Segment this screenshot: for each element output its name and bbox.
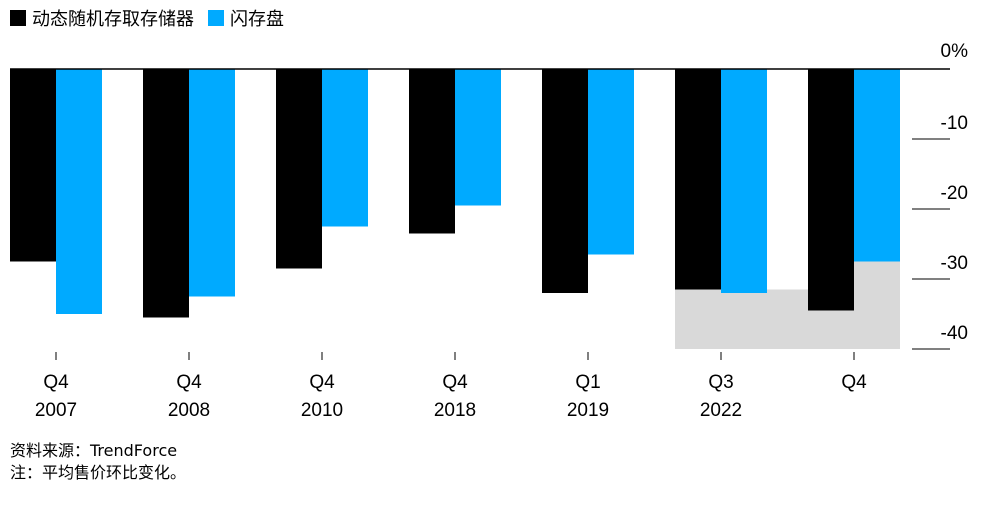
- legend-label-flash: 闪存盘: [230, 9, 284, 30]
- footnote: 注：平均售价环比变化。: [10, 463, 187, 482]
- bar-dram-5: [675, 69, 721, 290]
- legend: 动态随机存取存储器 闪存盘: [10, 6, 298, 30]
- legend-swatch-flash: [208, 10, 224, 26]
- x-label-year-5: 2022: [700, 400, 742, 421]
- bar-dram-4: [542, 69, 588, 293]
- bar-dram-6: [808, 69, 854, 311]
- x-label-year-2: 2010: [301, 400, 343, 421]
- y-tick-label-2: -20: [941, 183, 968, 204]
- legend-item-flash: 闪存盘: [208, 5, 284, 31]
- bar-flash-5: [721, 69, 767, 293]
- bar-flash-1: [189, 69, 235, 297]
- x-label-quarter-0: Q4: [43, 372, 69, 393]
- bar-flash-3: [455, 69, 501, 206]
- bar-flash-6: [854, 69, 900, 262]
- source-note: 资料来源：TrendForce: [10, 441, 178, 460]
- bar-chart: 0% -10 -20 -30 -40 Q4 2007 Q4 2008 Q4 2010 Q4 2018 Q1…: [10, 41, 969, 421]
- bar-dram-2: [276, 69, 322, 269]
- y-tick-label-4: -40: [941, 323, 968, 344]
- x-label-quarter-6: Q4: [841, 372, 867, 393]
- x-label-quarter-4: Q1: [575, 372, 600, 393]
- x-label-year-3: 2018: [434, 400, 476, 421]
- y-tick-label-1: -10: [941, 113, 968, 134]
- bar-dram-3: [409, 69, 455, 234]
- x-label-quarter-1: Q4: [176, 372, 202, 393]
- bar-dram-0: [10, 69, 56, 262]
- bar-flash-0: [56, 69, 102, 314]
- x-label-year-1: 2008: [168, 400, 210, 421]
- legend-item-dram: 动态随机存取存储器: [10, 5, 194, 31]
- x-label-quarter-5: Q3: [708, 372, 733, 393]
- x-label-year-0: 2007: [35, 400, 77, 421]
- legend-swatch-dram: [10, 10, 26, 26]
- bar-flash-4: [588, 69, 634, 255]
- shaded-region: [675, 261, 900, 349]
- x-label-quarter-3: Q4: [442, 372, 468, 393]
- x-label-year-4: 2019: [567, 400, 609, 421]
- y-tick-label-0: 0%: [941, 41, 969, 62]
- x-label-quarter-2: Q4: [309, 372, 335, 393]
- y-tick-label-3: -30: [941, 253, 968, 274]
- legend-label-dram: 动态随机存取存储器: [32, 9, 194, 30]
- bar-dram-1: [143, 69, 189, 318]
- bar-flash-2: [322, 69, 368, 227]
